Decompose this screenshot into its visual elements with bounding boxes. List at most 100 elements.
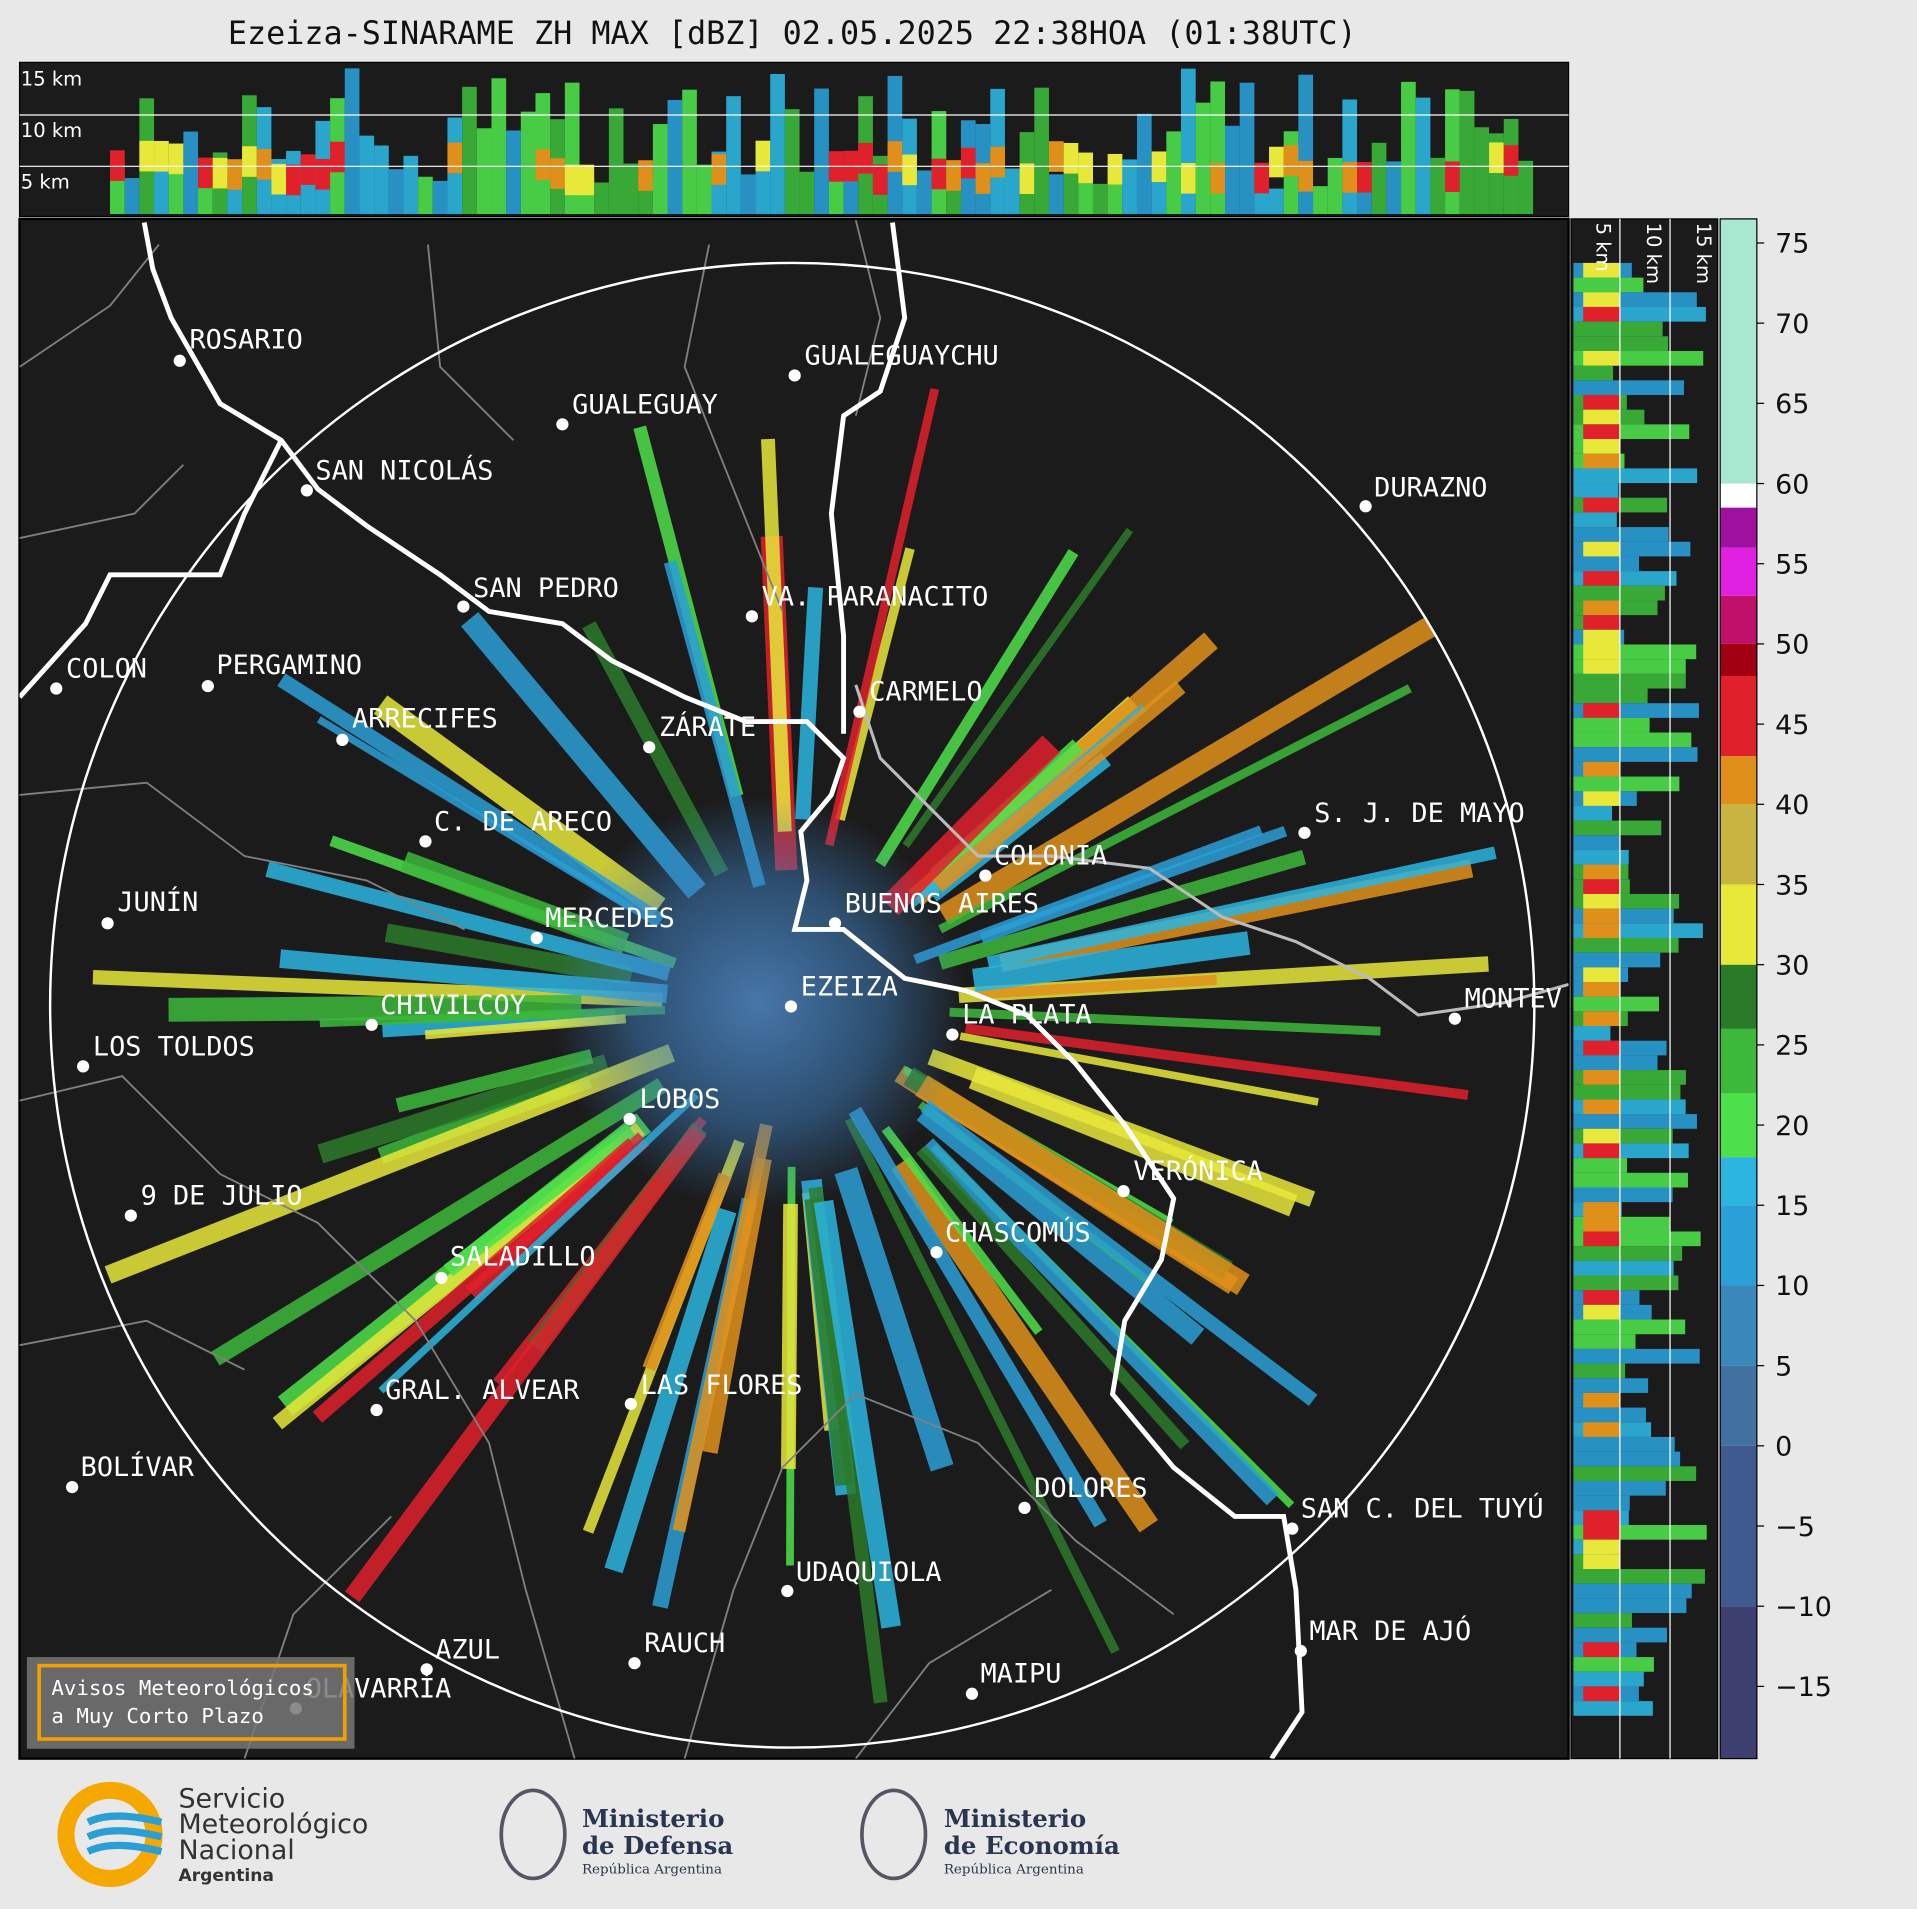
city-dot xyxy=(1286,1522,1299,1535)
echo-column xyxy=(1459,90,1475,215)
colorbar-tick-label: 35 xyxy=(1775,870,1809,901)
city-dot xyxy=(419,835,432,848)
echo-core xyxy=(1583,982,1620,997)
echo-core xyxy=(872,164,888,195)
echo-ray xyxy=(927,1049,1316,1207)
warning-box-bg xyxy=(26,1657,355,1749)
echo-core xyxy=(1583,615,1620,630)
city-label: UDAQUIOLA xyxy=(796,1557,942,1588)
city-dot xyxy=(1298,826,1311,839)
echo-row xyxy=(1573,1319,1686,1335)
echo-core xyxy=(755,140,771,172)
city-dot xyxy=(930,1246,943,1259)
colorbar-band xyxy=(1720,756,1757,805)
echo-core xyxy=(1254,162,1270,194)
echo-column xyxy=(198,185,213,215)
echo-ray xyxy=(881,1125,1043,1335)
warning-box[interactable] xyxy=(37,1663,347,1741)
city-label: VERÓNICA xyxy=(1133,1155,1263,1187)
echo-core xyxy=(1583,1686,1620,1702)
echo-core xyxy=(1583,967,1620,983)
echo-ray xyxy=(959,1032,1319,1106)
echo-core xyxy=(990,146,1005,178)
echo-core xyxy=(1583,659,1620,674)
colorbar-band xyxy=(1720,507,1757,548)
city-label: C. DE ARECO xyxy=(434,806,612,837)
city-dot xyxy=(530,931,543,945)
echo-column xyxy=(506,130,521,215)
echo-row xyxy=(1573,776,1680,792)
height-label: 15 km xyxy=(21,68,82,91)
city-dot xyxy=(101,917,114,930)
echo-core xyxy=(535,149,551,180)
echo-column xyxy=(726,96,741,215)
echo-row xyxy=(1573,512,1617,528)
city-dot xyxy=(643,741,656,754)
city-dot xyxy=(784,1000,798,1013)
echo-column xyxy=(1298,74,1314,215)
echo-row xyxy=(1573,1598,1687,1614)
city-label: DURAZNO xyxy=(1374,473,1487,504)
city-label: CHASCOMÚS xyxy=(945,1216,1091,1248)
colorbar-tick-label: 60 xyxy=(1775,469,1809,500)
echo-ray xyxy=(211,1078,667,1366)
echo-core xyxy=(1583,879,1620,894)
colorbar-band xyxy=(1720,1606,1757,1759)
echo-ray xyxy=(834,1167,954,1472)
echo-row xyxy=(1573,1451,1681,1467)
echo-row xyxy=(1573,1466,1697,1481)
height-label: 10 km xyxy=(1642,223,1665,284)
echo-row xyxy=(1573,747,1698,762)
colorbar-tick-label: 30 xyxy=(1775,950,1809,981)
echo-core xyxy=(1063,142,1079,174)
echo-core xyxy=(1583,1539,1620,1555)
echo-row xyxy=(1573,1026,1611,1041)
echo-column xyxy=(916,170,932,215)
colorbar-band xyxy=(1720,483,1757,508)
city-label: MERCEDES xyxy=(545,903,675,934)
echo-core xyxy=(1583,1216,1620,1232)
echo-row xyxy=(1573,1583,1692,1599)
echo-column xyxy=(1518,160,1534,215)
colorbar-tick-label: 40 xyxy=(1775,790,1809,821)
echo-row xyxy=(1573,1495,1630,1511)
city-label: ROSARIO xyxy=(189,325,302,356)
echo-row xyxy=(1573,585,1665,601)
echo-row xyxy=(1573,468,1698,484)
city-dot xyxy=(623,1112,636,1126)
echo-column xyxy=(740,174,756,215)
echo-core xyxy=(1583,571,1620,586)
echo-column xyxy=(1136,113,1152,215)
echo-column xyxy=(1386,161,1402,215)
echo-core xyxy=(960,147,976,179)
colorbar-band xyxy=(1720,643,1757,676)
echo-column xyxy=(1195,102,1211,215)
height-label: 15 km xyxy=(1692,223,1715,284)
city-label: GUALEGUAYCHU xyxy=(804,340,998,371)
echo-ray xyxy=(835,547,915,821)
echo-row xyxy=(1573,380,1684,396)
echo-column xyxy=(608,108,624,215)
echo-core xyxy=(242,146,257,177)
city-dot xyxy=(745,610,758,623)
echo-ray xyxy=(875,549,1079,867)
echo-core xyxy=(1583,1231,1620,1247)
echo-column xyxy=(154,167,169,215)
echo-row xyxy=(1573,1246,1683,1261)
city-label: CARMELO xyxy=(869,677,982,708)
warning-text: Avisos Meteorológicos xyxy=(51,1676,314,1700)
city-dot xyxy=(420,1663,433,1676)
logo-text: Ministerio xyxy=(582,1804,724,1833)
echo-row xyxy=(1573,820,1662,836)
echo-ray xyxy=(443,1123,636,1277)
height-label: 5 km xyxy=(1592,223,1615,272)
city-dot xyxy=(435,1271,448,1285)
echo-column xyxy=(1401,81,1416,215)
echo-column xyxy=(388,169,404,215)
footer: Servicio Meteorológico Nacional Argentin… xyxy=(57,1781,1120,1887)
echo-column xyxy=(1269,188,1284,215)
city-dot xyxy=(1117,1185,1130,1198)
echo-core xyxy=(154,140,169,172)
echo-row xyxy=(1573,849,1629,865)
